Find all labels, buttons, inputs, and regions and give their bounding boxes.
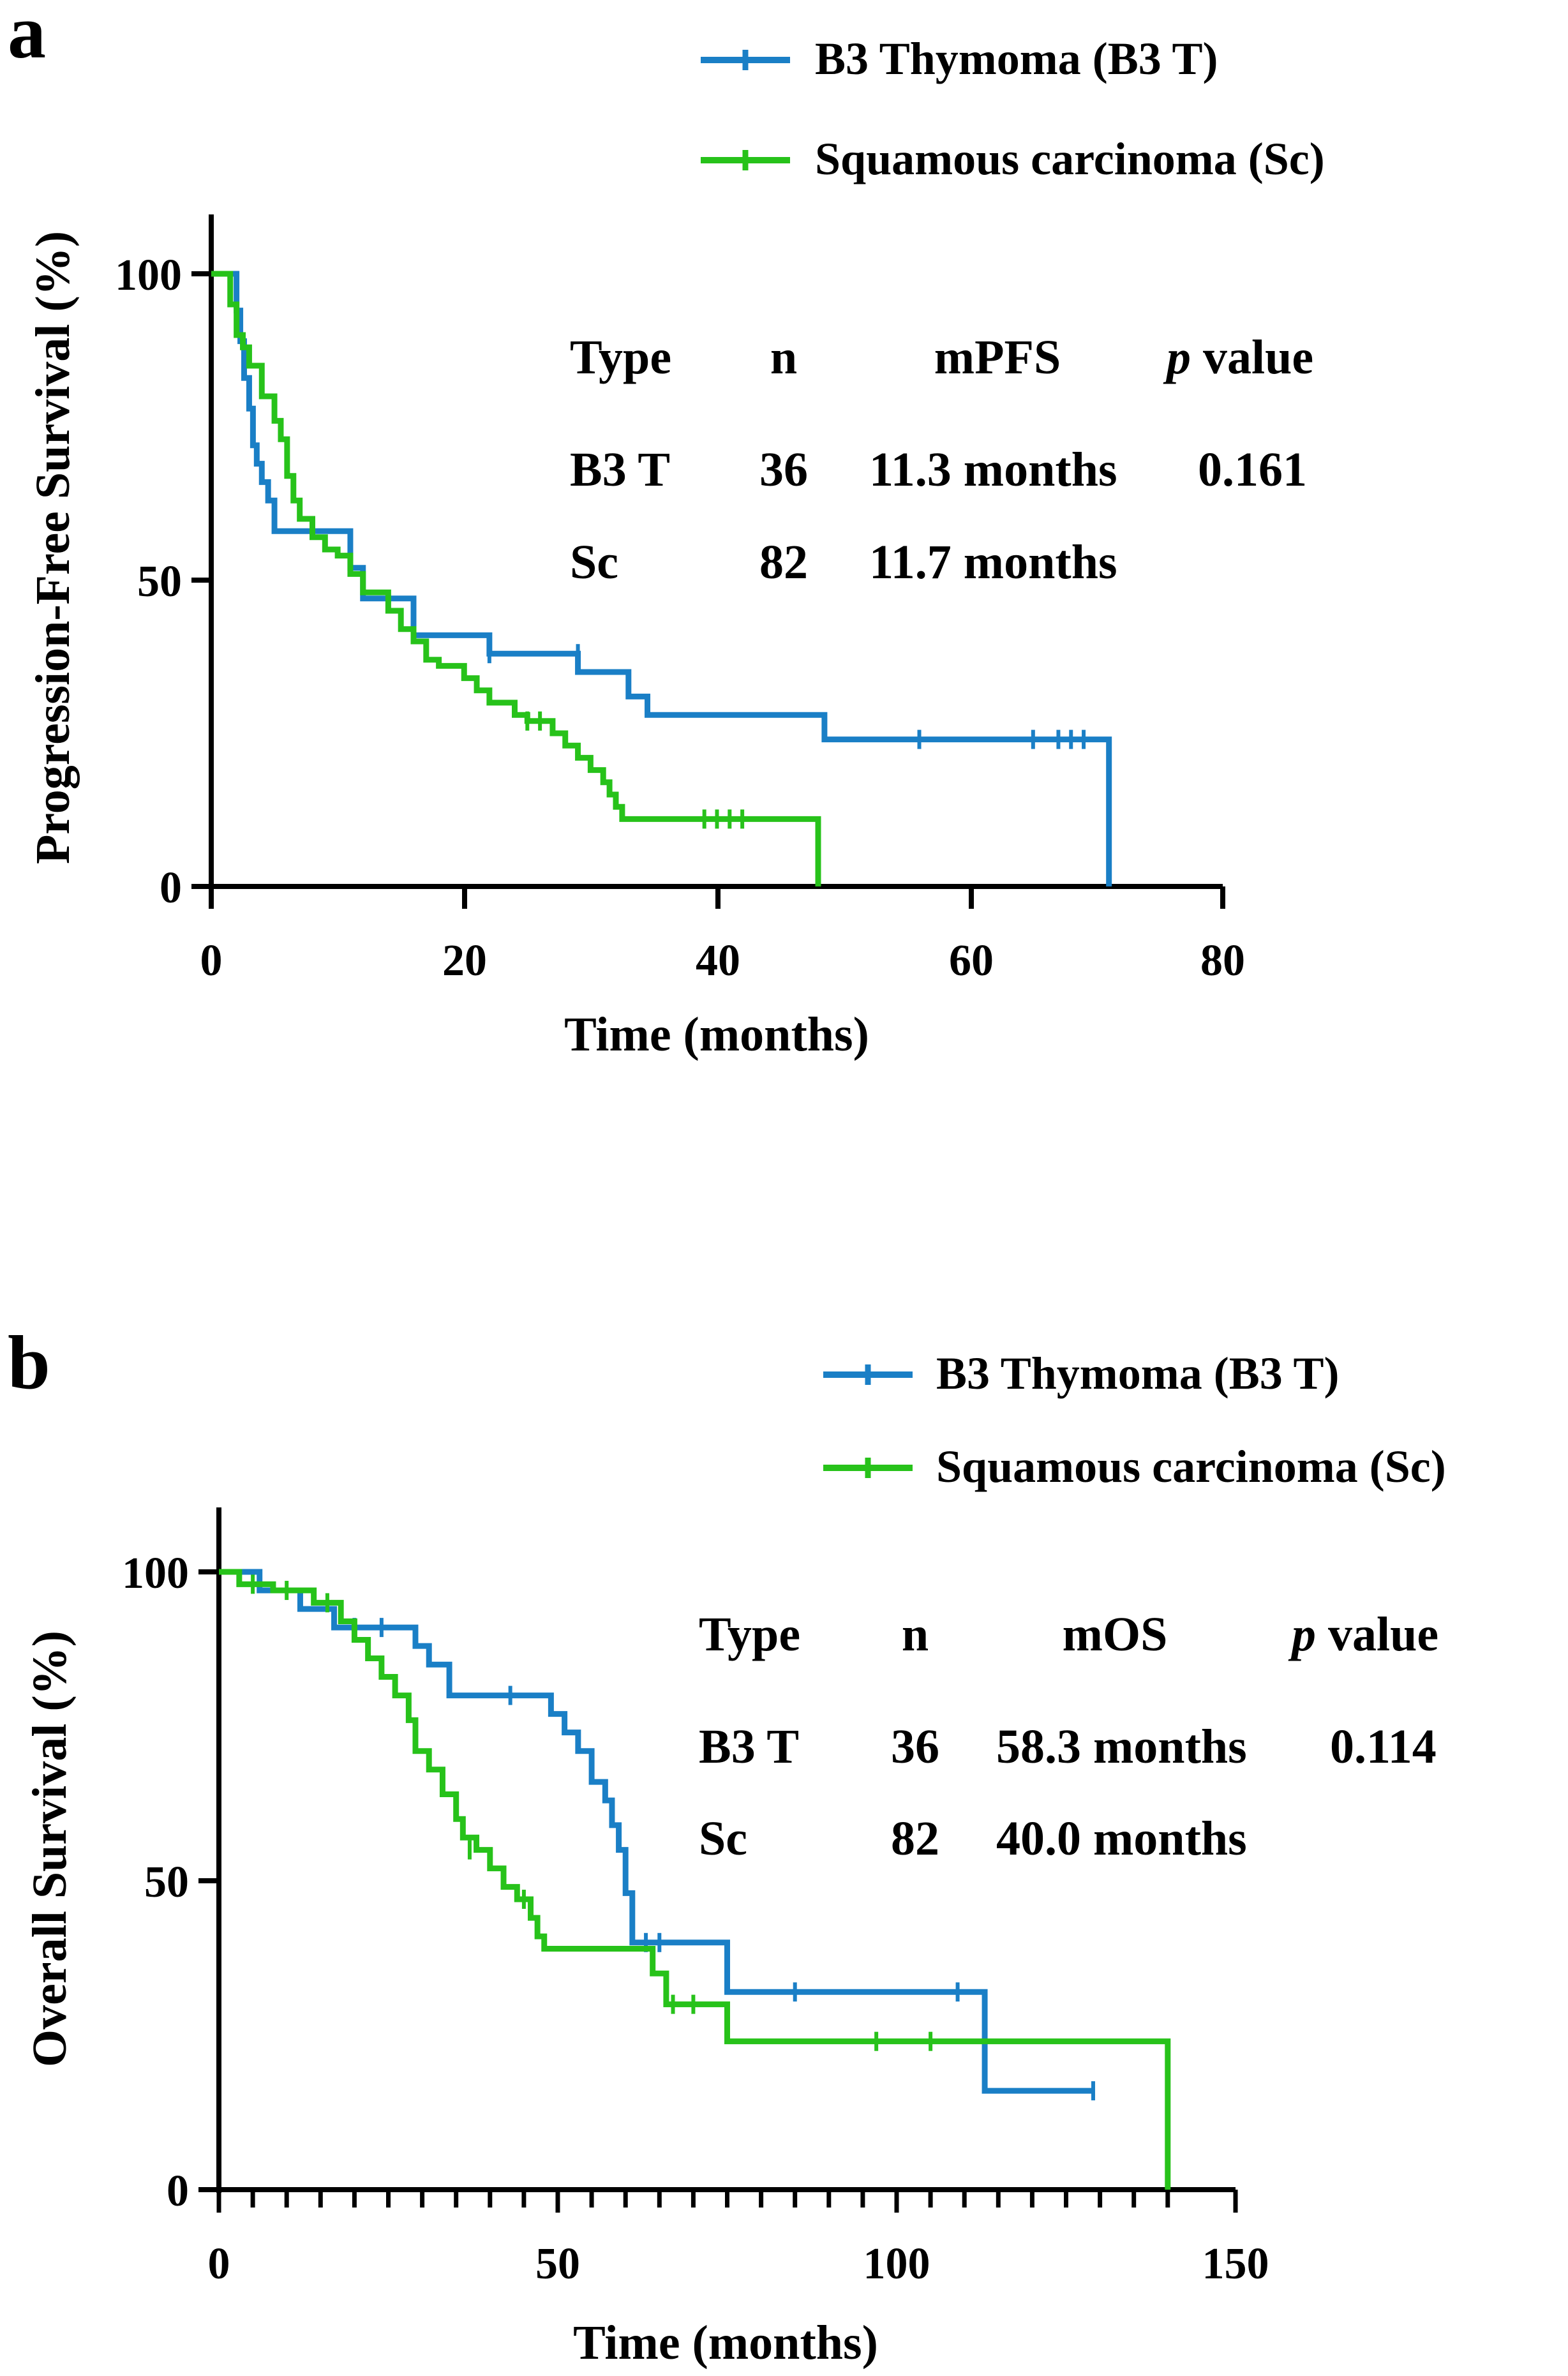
panel-a-y-ticks: 100 50 0 (115, 251, 211, 913)
row-sc-median: 40.0 months (996, 1812, 1247, 1865)
panel-a-x-ticks: 0 20 40 60 80 (200, 886, 1245, 985)
row-sc-n: 82 (891, 1812, 939, 1865)
table-header-type: Type (699, 1608, 800, 1661)
panel-a-stats-table: Type n mPFS p value B3 T 36 11.3 months … (570, 331, 1313, 589)
table-header-median: mOS (1063, 1608, 1168, 1661)
p-rest: value (1316, 1608, 1438, 1661)
panel-b-os-chart: b B3 Thymoma (B3 T) Squamous carcinoma (… (8, 1320, 1446, 2370)
row-sc-n: 82 (759, 535, 808, 589)
x-tick-label-60: 60 (949, 936, 994, 985)
x-tick-label-0: 0 (200, 936, 223, 985)
panel-b-legend: B3 Thymoma (B3 T) Squamous carcinoma (Sc… (823, 1348, 1446, 1492)
p-italic: p (1163, 331, 1191, 384)
x-tick-label-100: 100 (863, 2239, 930, 2289)
row-b3t-n: 36 (759, 443, 808, 497)
x-tick-label-80: 80 (1200, 936, 1245, 985)
panel-b-curves (219, 1569, 1171, 2190)
panel-a-label: a (8, 0, 46, 74)
y-tick-label-0: 0 (160, 863, 182, 913)
y-tick-label-100: 100 (122, 1549, 189, 1598)
table-header-n: n (902, 1608, 929, 1661)
panel-b-minor-x-ticks (216, 2190, 1238, 2213)
row-sc-median: 11.7 months (869, 535, 1117, 589)
pfs-curve-sc (211, 271, 821, 886)
x-tick-label-150: 150 (1202, 2239, 1269, 2289)
panel-b-x-ticks: 0 50 100 150 (208, 2239, 1269, 2289)
p-italic: p (1288, 1608, 1316, 1661)
row-sc-type: Sc (570, 535, 618, 589)
row-b3t-p: 0.114 (1330, 1720, 1437, 1774)
os-curve-sc (219, 1569, 1171, 2190)
panel-b-label: b (8, 1320, 50, 1405)
table-header-type: Type (570, 331, 671, 384)
table-header-median: mPFS (934, 331, 1061, 384)
row-b3t-median: 58.3 months (996, 1720, 1247, 1774)
panel-a-x-label: Time (months) (564, 1008, 869, 1061)
y-tick-label-50: 50 (144, 1858, 189, 1907)
legend-sc-label: Squamous carcinoma (Sc) (815, 133, 1325, 184)
row-sc-type: Sc (699, 1812, 747, 1865)
row-b3t-median: 11.3 months (869, 443, 1117, 497)
y-tick-label-50: 50 (137, 557, 182, 606)
panel-a-legend: B3 Thymoma (B3 T) Squamous carcinoma (Sc… (701, 33, 1325, 184)
panel-a-y-label: Progression-Free Survival (%) (26, 231, 80, 864)
panel-a-pfs-chart: a B3 Thymoma (B3 T) Squamous carcinoma (… (8, 0, 1325, 1061)
panel-b-y-label: Overall Survival (%) (23, 1631, 77, 2067)
panel-b-x-label: Time (months) (573, 2316, 878, 2370)
y-tick-label-0: 0 (167, 2167, 189, 2216)
table-header-p-value: p value (1163, 331, 1313, 384)
legend-b3t-label: B3 Thymoma (B3 T) (936, 1348, 1339, 1399)
os-curve-b3t (219, 1569, 1093, 2094)
x-tick-label-20: 20 (442, 936, 487, 985)
panel-a-curves (211, 271, 1112, 886)
legend-b3t-label: B3 Thymoma (B3 T) (815, 33, 1218, 84)
row-b3t-type: B3 T (699, 1720, 799, 1774)
x-tick-label-40: 40 (696, 936, 740, 985)
panel-b-stats-table: Type n mOS p value B3 T 36 58.3 months 0… (699, 1608, 1438, 1865)
table-header-n: n (770, 331, 797, 384)
row-b3t-type: B3 T (570, 443, 670, 497)
x-tick-label-0: 0 (208, 2239, 230, 2289)
y-tick-label-100: 100 (115, 251, 182, 300)
table-header-p-value: p value (1288, 1608, 1438, 1661)
legend-sc-label: Squamous carcinoma (Sc) (936, 1441, 1446, 1492)
panel-b-y-ticks: 100 50 0 (122, 1549, 219, 2216)
row-b3t-p: 0.161 (1198, 443, 1307, 497)
pfs-curve-b3t (211, 271, 1112, 886)
p-rest: value (1191, 331, 1313, 384)
row-b3t-n: 36 (891, 1720, 939, 1774)
x-tick-label-50: 50 (535, 2239, 580, 2289)
